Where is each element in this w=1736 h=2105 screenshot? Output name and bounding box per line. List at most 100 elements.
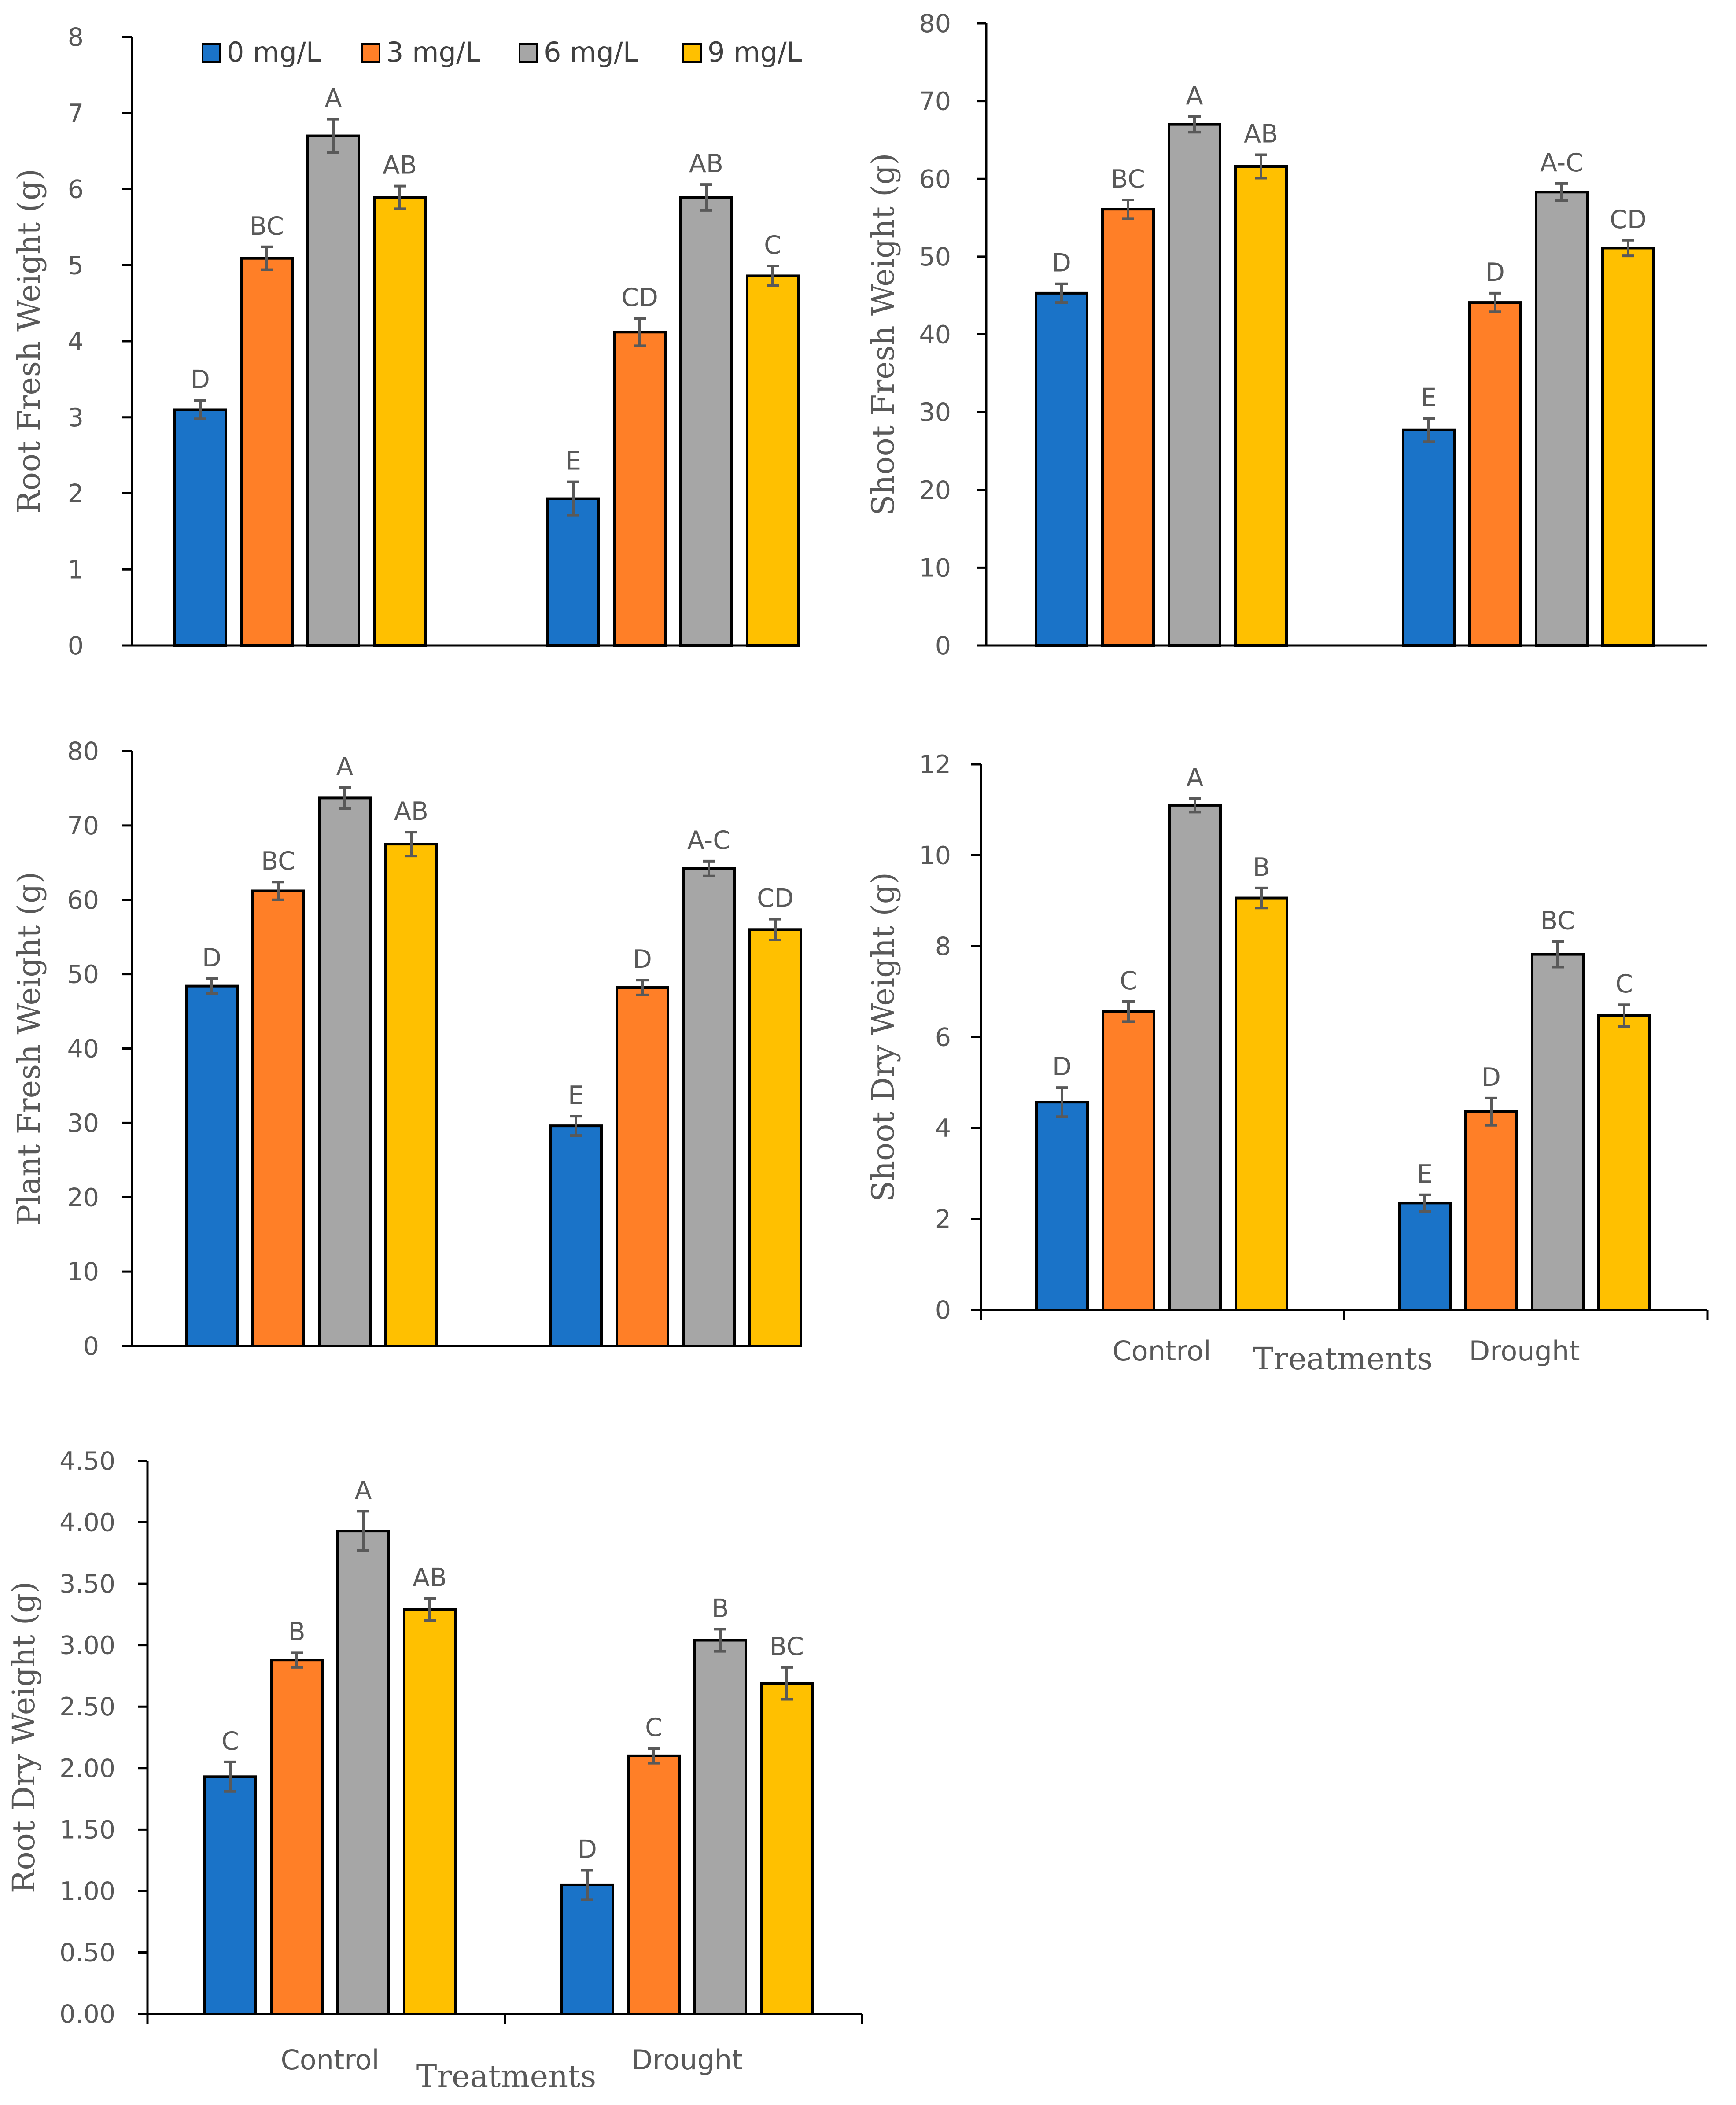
bar-0-mg-l-control bbox=[1035, 1101, 1089, 1311]
y-tick-label: 0 bbox=[935, 631, 951, 660]
bar-9-mg-l-control bbox=[403, 1608, 457, 2015]
y-tick-label: 40 bbox=[67, 1035, 99, 1064]
y-tick-label: 3.00 bbox=[59, 1631, 115, 1660]
y-tick-label: 5 bbox=[68, 251, 84, 280]
y-tick-label: 50 bbox=[919, 243, 951, 272]
significance-letter: AB bbox=[689, 149, 723, 178]
bar-9-mg-l-drought bbox=[748, 928, 802, 1348]
bar-0-mg-l-drought bbox=[549, 1124, 603, 1347]
significance-letter: C bbox=[1120, 966, 1137, 995]
y-tick-label: 2 bbox=[935, 1205, 951, 1234]
y-tick-label: 4.00 bbox=[59, 1508, 115, 1537]
bar-3-mg-l-control bbox=[270, 1659, 324, 2015]
bar-9-mg-l-control bbox=[1234, 165, 1288, 647]
chart-3: 0 10 20 30 40 50 60 70 80 D E BC D A A-C AB CD Plant Fres… bbox=[11, 737, 802, 1361]
y-tick-label: 7 bbox=[68, 99, 84, 128]
significance-letter: A bbox=[1186, 81, 1203, 111]
y-tick-label: 0 bbox=[68, 631, 84, 660]
x-axis-title: Treatments bbox=[416, 2058, 596, 2094]
y-tick-label: 0 bbox=[83, 1332, 99, 1361]
x-axis-title: Treatments bbox=[1253, 1341, 1433, 1377]
y-axis-title: Shoot Fresh Weight (g) bbox=[865, 153, 901, 516]
y-tick-label: 0 bbox=[935, 1296, 951, 1325]
significance-letter: A bbox=[355, 1476, 372, 1505]
significance-letter: E bbox=[565, 447, 581, 476]
significance-letter: D bbox=[1482, 1063, 1501, 1092]
significance-letter: B bbox=[711, 1594, 729, 1623]
significance-letter: AB bbox=[383, 151, 417, 180]
y-tick-label: 3.50 bbox=[59, 1570, 115, 1599]
x-category-label: Drought bbox=[631, 2044, 742, 2076]
bar-9-mg-l-drought bbox=[746, 274, 800, 647]
y-tick-label: 80 bbox=[67, 737, 99, 766]
significance-letter: AB bbox=[1244, 119, 1278, 148]
significance-letter: D bbox=[633, 945, 652, 974]
significance-letter: BC bbox=[1541, 907, 1575, 936]
legend-label: 3 mg/L bbox=[386, 36, 481, 68]
y-tick-label: 2 bbox=[68, 479, 84, 509]
significance-letter: D bbox=[1052, 1052, 1072, 1081]
bar-9-mg-l-drought bbox=[1601, 247, 1655, 647]
y-axis-title: Plant Fresh Weight (g) bbox=[11, 872, 47, 1225]
y-tick-label: 1 bbox=[68, 555, 84, 584]
bar-6-mg-l-drought bbox=[1535, 191, 1589, 647]
bar-0-mg-l-drought bbox=[1398, 1202, 1452, 1312]
significance-letter: A-C bbox=[687, 826, 730, 855]
bar-0-mg-l-control bbox=[185, 984, 239, 1347]
bar-9-mg-l-drought bbox=[760, 1682, 814, 2016]
bar-3-mg-l-drought bbox=[1464, 1110, 1518, 1312]
legend-label: 0 mg/L bbox=[227, 36, 321, 68]
chart-2: 0 10 20 30 40 50 60 70 80 D E BC D A A-C AB CD Shoot Fres… bbox=[865, 9, 1707, 660]
y-tick-label: 60 bbox=[67, 886, 99, 915]
bar-6-mg-l-drought bbox=[1531, 953, 1585, 1311]
bar-3-mg-l-drought bbox=[627, 1754, 681, 2016]
y-tick-label: 0.50 bbox=[59, 1938, 115, 1967]
y-tick-label: 4.50 bbox=[59, 1447, 115, 1476]
significance-letter: A bbox=[336, 752, 354, 782]
y-tick-label: 0.00 bbox=[59, 2000, 115, 2029]
bar-6-mg-l-control bbox=[1168, 804, 1222, 1311]
bar-9-mg-l-control bbox=[384, 843, 438, 1347]
y-tick-label: 8 bbox=[68, 23, 84, 52]
y-tick-label: 10 bbox=[919, 841, 951, 870]
y-tick-label: 4 bbox=[935, 1114, 951, 1143]
legend-label: 6 mg/L bbox=[544, 36, 638, 68]
bar-6-mg-l-control bbox=[1168, 123, 1221, 647]
significance-letter: E bbox=[568, 1081, 584, 1110]
bar-3-mg-l-control bbox=[251, 889, 305, 1347]
bar-3-mg-l-drought bbox=[1468, 301, 1522, 647]
bar-9-mg-l-control bbox=[1235, 896, 1288, 1312]
y-tick-label: 10 bbox=[919, 553, 951, 582]
significance-letter: C bbox=[1615, 970, 1633, 999]
bar-3-mg-l-control bbox=[1101, 208, 1155, 647]
y-axis-title: Shoot Dry Weight (g) bbox=[865, 872, 901, 1202]
bar-6-mg-l-control bbox=[336, 1530, 390, 2015]
bar-0-mg-l-drought bbox=[1402, 428, 1456, 647]
significance-letter: CD bbox=[1610, 205, 1647, 234]
y-axis-title: Root Dry Weight (g) bbox=[6, 1582, 42, 1894]
significance-letter: E bbox=[1421, 383, 1437, 412]
y-tick-label: 70 bbox=[67, 811, 99, 841]
bar-0-mg-l-drought bbox=[560, 1883, 614, 2015]
bar-3-mg-l-drought bbox=[613, 331, 667, 647]
y-tick-label: 1.00 bbox=[59, 1877, 115, 1906]
significance-letter: D bbox=[1485, 258, 1505, 287]
bar-3-mg-l-control bbox=[1102, 1010, 1155, 1311]
y-tick-label: 20 bbox=[919, 476, 951, 505]
significance-letter: C bbox=[764, 231, 781, 260]
legend-swatch bbox=[519, 43, 538, 63]
y-tick-label: 40 bbox=[919, 321, 951, 350]
significance-letter: C bbox=[221, 1727, 239, 1756]
legend-swatch bbox=[202, 43, 221, 63]
y-tick-label: 12 bbox=[919, 750, 951, 779]
significance-letter: AB bbox=[413, 1563, 447, 1593]
x-category-label: Control bbox=[1112, 1335, 1211, 1367]
significance-letter: CD bbox=[757, 884, 794, 913]
bar-6-mg-l-drought bbox=[682, 867, 736, 1347]
y-tick-label: 30 bbox=[919, 398, 951, 427]
bar-9-mg-l-drought bbox=[1597, 1014, 1651, 1311]
y-tick-label: 20 bbox=[67, 1183, 99, 1212]
significance-letter: B bbox=[1253, 853, 1270, 882]
